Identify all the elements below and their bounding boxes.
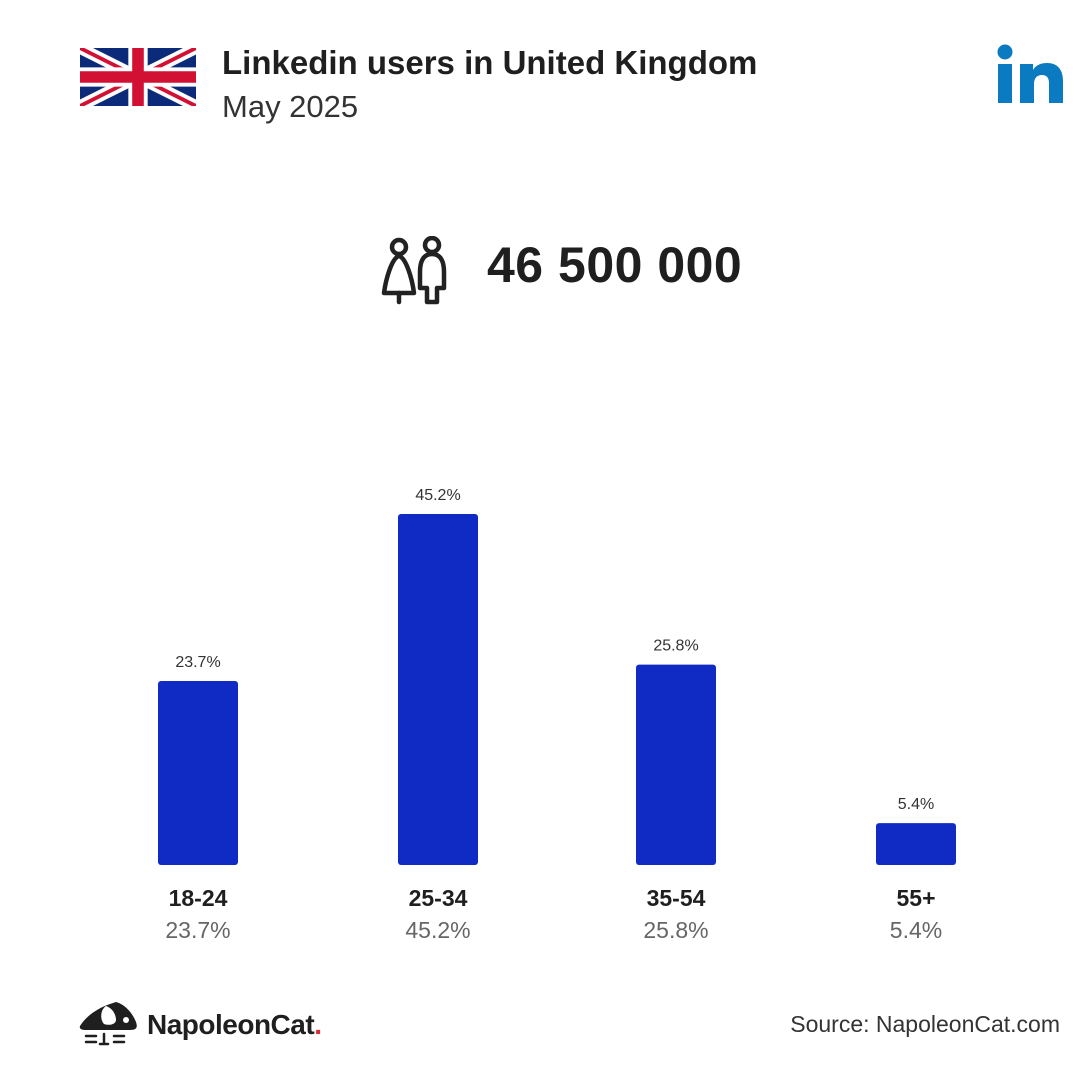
chart-bar [876,823,956,865]
page-subtitle: May 2025 [222,89,359,124]
category-percent-label: 45.2% [405,917,470,943]
chart-bar [158,680,238,865]
source-credit: Source: NapoleonCat.com [790,1011,1060,1037]
category-label: 35-54 [647,885,706,911]
users-icon [381,236,447,305]
bar-value-label: 23.7% [175,654,220,671]
page-title: Linkedin users in United Kingdom [222,44,758,81]
napoleoncat-logo-icon [79,1002,137,1046]
bar-value-label: 45.2% [415,487,460,504]
bar-value-label: 25.8% [653,638,698,655]
brand-dot: . [314,1009,322,1040]
category-percent-label: 25.8% [643,917,708,943]
category-label: 25-34 [409,885,468,911]
category-label: 18-24 [169,885,228,911]
brand-name-text: NapoleonCat [147,1009,315,1040]
linkedin-logo-icon [997,44,1063,103]
category-label: 55+ [896,885,935,911]
brand-name: NapoleonCat. [147,1009,322,1041]
united-kingdom-flag-icon [80,48,196,106]
chart-bar [398,514,478,865]
category-percent-label: 5.4% [890,917,942,943]
total-users-value: 46 500 000 [487,237,743,293]
chart-bar [636,664,716,865]
bar-value-label: 5.4% [898,796,934,813]
category-percent-label: 23.7% [165,917,230,943]
